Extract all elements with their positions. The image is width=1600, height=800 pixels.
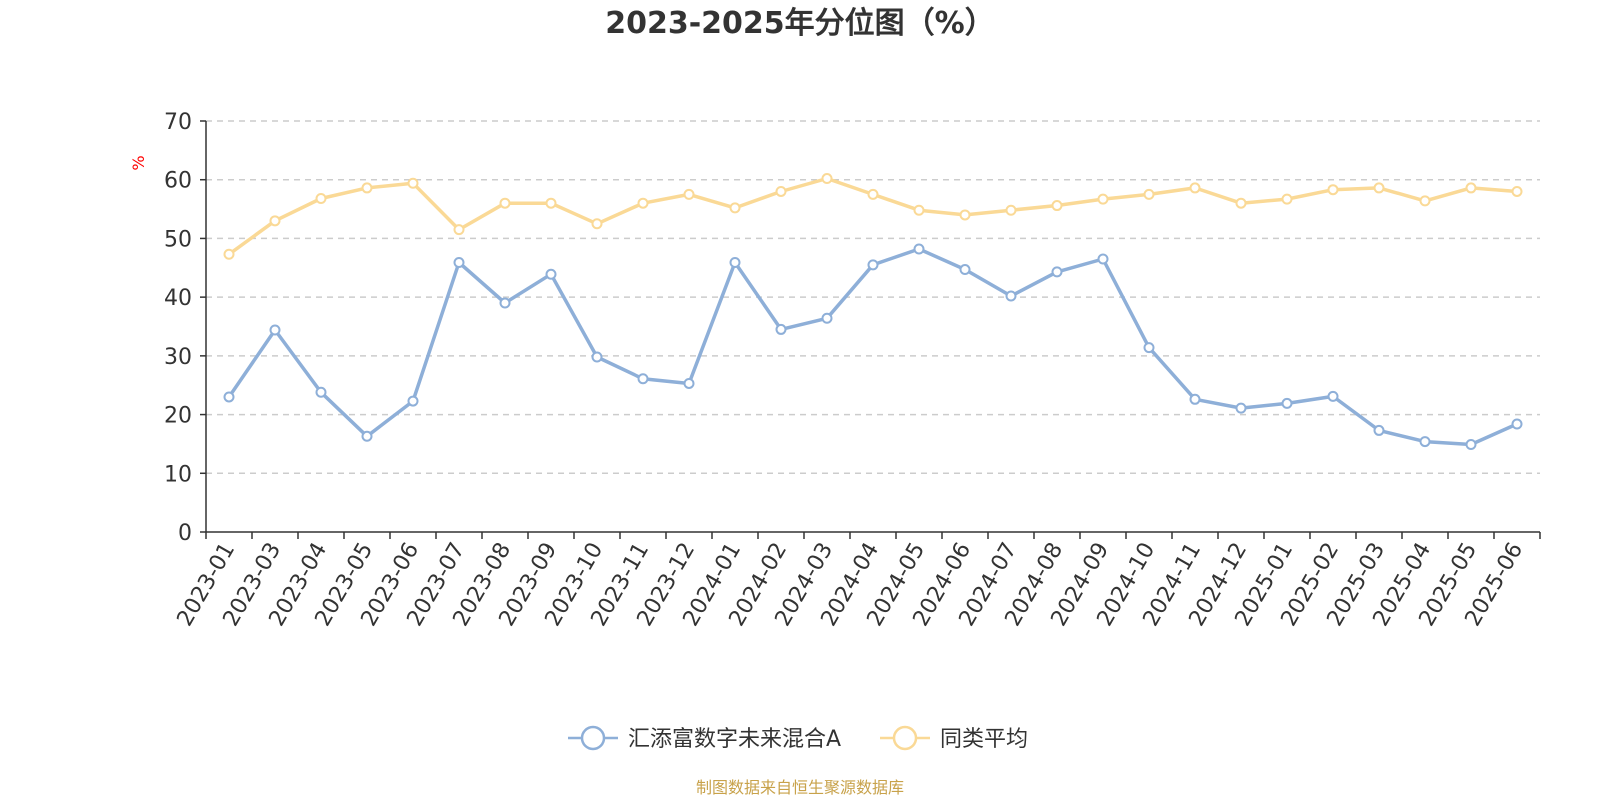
data-point [1419,436,1431,448]
data-point [1005,204,1017,216]
y-tick-label-0: 0 [178,521,192,546]
y-axis-unit-label: % [129,155,148,170]
data-point [1373,424,1385,436]
legend-item-2[interactable]: 同类平均 [880,725,1028,752]
y-axis-ticks: 0 10 20 30 40 50 60 70 [164,110,206,546]
legend-item-1[interactable]: 汇添富数字未来混合A [568,725,841,752]
data-point [1005,290,1017,302]
series-lines [223,173,1523,451]
data-point [545,268,557,280]
data-point [1189,393,1201,405]
data-point [315,193,327,205]
data-point [1511,185,1523,197]
series-line-1 [227,247,1518,447]
data-point [453,224,465,236]
data-point [223,248,235,260]
data-point [1327,184,1339,196]
data-point [315,386,327,398]
data-point [959,209,971,221]
data-point [637,197,649,209]
data-point [1511,418,1523,430]
data-point [407,395,419,407]
data-point [1465,182,1477,194]
data-point [821,173,833,185]
axes [205,121,1540,533]
data-point [269,215,281,227]
x-axis-ticks: 2023-012023-032023-042023-052023-062023-… [173,532,1541,631]
data-point [1189,182,1201,194]
data-point [545,197,557,209]
legend[interactable]: 汇添富数字未来混合A 同类平均 [568,725,1028,752]
data-point [913,204,925,216]
y-tick-label-40: 40 [164,286,192,311]
series-1 [223,243,1523,451]
data-point [1143,342,1155,354]
y-tick-label-60: 60 [164,169,192,194]
legend-label: 同类平均 [940,727,1028,752]
data-point [913,243,925,255]
data-point [867,259,879,271]
data-point [591,218,603,230]
data-point [775,323,787,335]
legend-marker-icon [580,725,606,751]
data-point [1235,402,1247,414]
data-point [729,257,741,269]
y-tick-label-70: 70 [164,110,192,135]
legend-marker-icon [892,725,918,751]
data-point [591,351,603,363]
legend-label: 汇添富数字未来混合A [628,727,841,752]
y-tick-label-20: 20 [164,404,192,429]
data-point [729,202,741,214]
y-tick-label-10: 10 [164,462,192,487]
data-point [1097,193,1109,205]
data-point [269,324,281,336]
data-point [1327,390,1339,402]
data-point [1097,253,1109,265]
data-point [499,297,511,309]
data-point [1235,197,1247,209]
data-point [1373,182,1385,194]
data-point [1051,266,1063,278]
data-point [1465,439,1477,451]
data-point [453,257,465,269]
data-point [499,197,511,209]
data-point [775,185,787,197]
chart-title: 2023-2025年分位图（%） [605,6,995,41]
data-point [361,182,373,194]
data-point [1281,397,1293,409]
data-point [821,312,833,324]
data-point [683,377,695,389]
data-point [683,188,695,200]
series-2 [223,173,1523,260]
data-point [407,177,419,189]
data-point [867,188,879,200]
data-point [1143,188,1155,200]
y-tick-label-30: 30 [164,345,192,370]
data-point [637,373,649,385]
data-point [361,430,373,442]
data-point [959,264,971,276]
data-point [1051,200,1063,212]
data-point [1281,193,1293,205]
y-tick-label-50: 50 [164,227,192,252]
grid-lines [206,120,1540,475]
data-point [1419,195,1431,207]
data-point [223,391,235,403]
source-note: 制图数据来自恒生聚源数据库 [696,778,904,797]
